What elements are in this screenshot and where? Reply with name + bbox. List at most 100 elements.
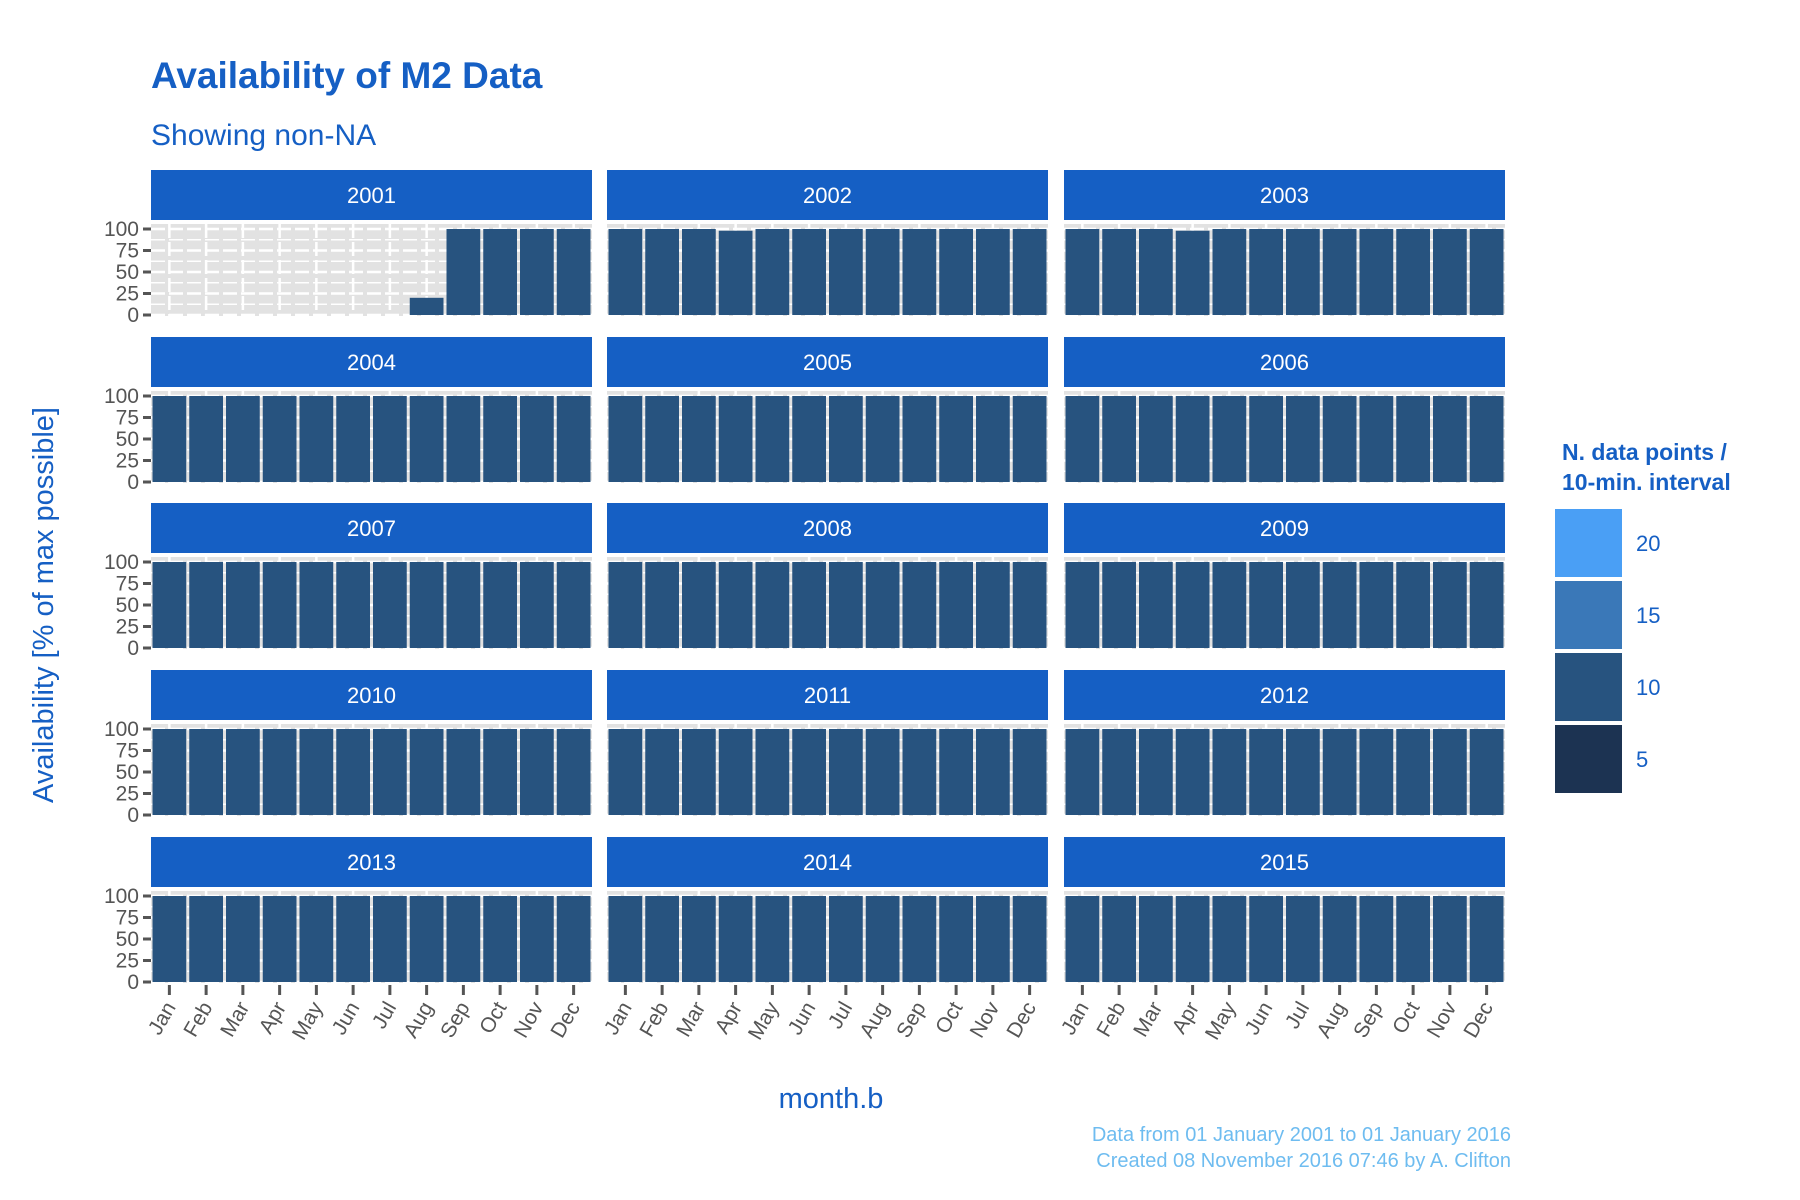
facet-label: 2006 [1260, 350, 1309, 375]
y-tick-label: 0 [127, 637, 139, 660]
y-tick-label: 0 [127, 804, 139, 827]
bar-2008-Sep [902, 562, 937, 648]
facet-strip [607, 503, 1048, 553]
bar-2007-Oct [483, 562, 517, 648]
bar-2010-Apr [262, 729, 297, 815]
legend-key [1555, 581, 1622, 649]
x-axis-label: month.b [779, 1083, 884, 1115]
facet-strip [1064, 503, 1505, 553]
x-tick-label: Aug [1312, 998, 1351, 1042]
bar-2010-Oct [483, 729, 517, 815]
legend-key [1555, 725, 1622, 793]
bar-2002-Jan [608, 229, 643, 315]
y-tick-label: 50 [116, 928, 139, 951]
bar-2006-Feb [1102, 396, 1136, 482]
bar-2013-Feb [189, 896, 223, 982]
bar-2013-Jun [336, 896, 370, 982]
bar-2003-Aug [1322, 229, 1357, 315]
bar-2004-Dec [556, 396, 591, 482]
legend-label: 20 [1636, 531, 1660, 556]
facet-strip [151, 170, 592, 220]
x-tick-label: May [1201, 998, 1241, 1044]
y-tick-label: 25 [116, 783, 139, 806]
bar-2013-Mar [226, 896, 260, 982]
bar-2010-Aug [409, 729, 444, 815]
x-tick-label: Jun [1241, 998, 1278, 1039]
x-tick-label: Aug [399, 998, 438, 1042]
bar-2004-Jan [152, 396, 187, 482]
bar-2014-Nov [976, 896, 1010, 982]
facet-label: 2010 [347, 683, 396, 708]
x-tick-label: Aug [855, 998, 894, 1042]
bar-2012-Feb [1102, 729, 1136, 815]
x-tick-label: Nov [966, 998, 1005, 1042]
bar-2006-Oct [1396, 396, 1430, 482]
bar-2015-Feb [1102, 896, 1136, 982]
y-tick-label: 75 [116, 240, 139, 263]
bar-2006-Jan [1065, 396, 1100, 482]
bar-2009-Nov [1433, 562, 1467, 648]
bar-2004-Nov [520, 396, 554, 482]
bar-2006-Dec [1469, 396, 1504, 482]
x-tick-label: Dec [546, 998, 585, 1042]
bar-2010-Nov [520, 729, 554, 815]
facet-strip [607, 170, 1048, 220]
facet-label: 2009 [1260, 516, 1309, 541]
bar-2009-Mar [1139, 562, 1173, 648]
x-tick-label: Oct [931, 998, 967, 1038]
bar-2011-Nov [976, 729, 1010, 815]
bar-2011-Dec [1012, 729, 1047, 815]
bar-2005-Jul [829, 396, 863, 482]
bar-2007-Jul [373, 562, 407, 648]
bar-2003-Sep [1359, 229, 1394, 315]
bar-2015-Jan [1065, 896, 1100, 982]
facet-2005: 2005 [607, 337, 1048, 484]
bar-2013-Jan [152, 896, 187, 982]
facet-label: 2001 [347, 183, 396, 208]
bar-2015-May [1212, 896, 1247, 982]
bar-2003-Dec [1469, 229, 1504, 315]
bar-2006-Mar [1139, 396, 1173, 482]
facet-strip [1064, 837, 1505, 887]
bar-2002-Apr [718, 230, 753, 315]
bar-2012-Nov [1433, 729, 1467, 815]
bar-2011-Aug [865, 729, 900, 815]
facet-label: 2008 [803, 516, 852, 541]
bar-2011-Sep [902, 729, 937, 815]
facet-label: 2002 [803, 183, 852, 208]
bar-2007-Dec [556, 562, 591, 648]
y-tick-label: 25 [116, 450, 139, 473]
bar-2009-May [1212, 562, 1247, 648]
caption-line-1: Data from 01 January 2001 to 01 January … [1092, 1124, 1511, 1146]
x-tick-label: Apr [255, 998, 291, 1038]
bar-2003-Mar [1139, 229, 1173, 315]
x-tick-label: May [288, 998, 328, 1044]
bar-2004-Jun [336, 396, 370, 482]
bar-2014-Jun [792, 896, 826, 982]
bar-2006-Sep [1359, 396, 1394, 482]
bar-2004-Aug [409, 396, 444, 482]
bar-2014-Oct [939, 896, 973, 982]
y-tick-label: 100 [104, 385, 139, 408]
bar-2004-May [299, 396, 334, 482]
bar-2011-Feb [645, 729, 679, 815]
bar-2006-May [1212, 396, 1247, 482]
bar-2007-Nov [520, 562, 554, 648]
y-tick-label: 0 [127, 471, 139, 494]
caption-line-2: Created 08 November 2016 07:46 by A. Cli… [1096, 1150, 1511, 1172]
y-tick-label: 100 [104, 551, 139, 574]
y-tick-label: 100 [104, 218, 139, 241]
bar-2013-Apr [262, 896, 297, 982]
y-tick-label: 25 [116, 950, 139, 973]
bar-2010-Mar [226, 729, 260, 815]
facet-strip [607, 670, 1048, 720]
bar-2005-Nov [976, 396, 1010, 482]
bar-2015-Nov [1433, 896, 1467, 982]
bar-2013-Nov [520, 896, 554, 982]
bar-2010-May [299, 729, 334, 815]
